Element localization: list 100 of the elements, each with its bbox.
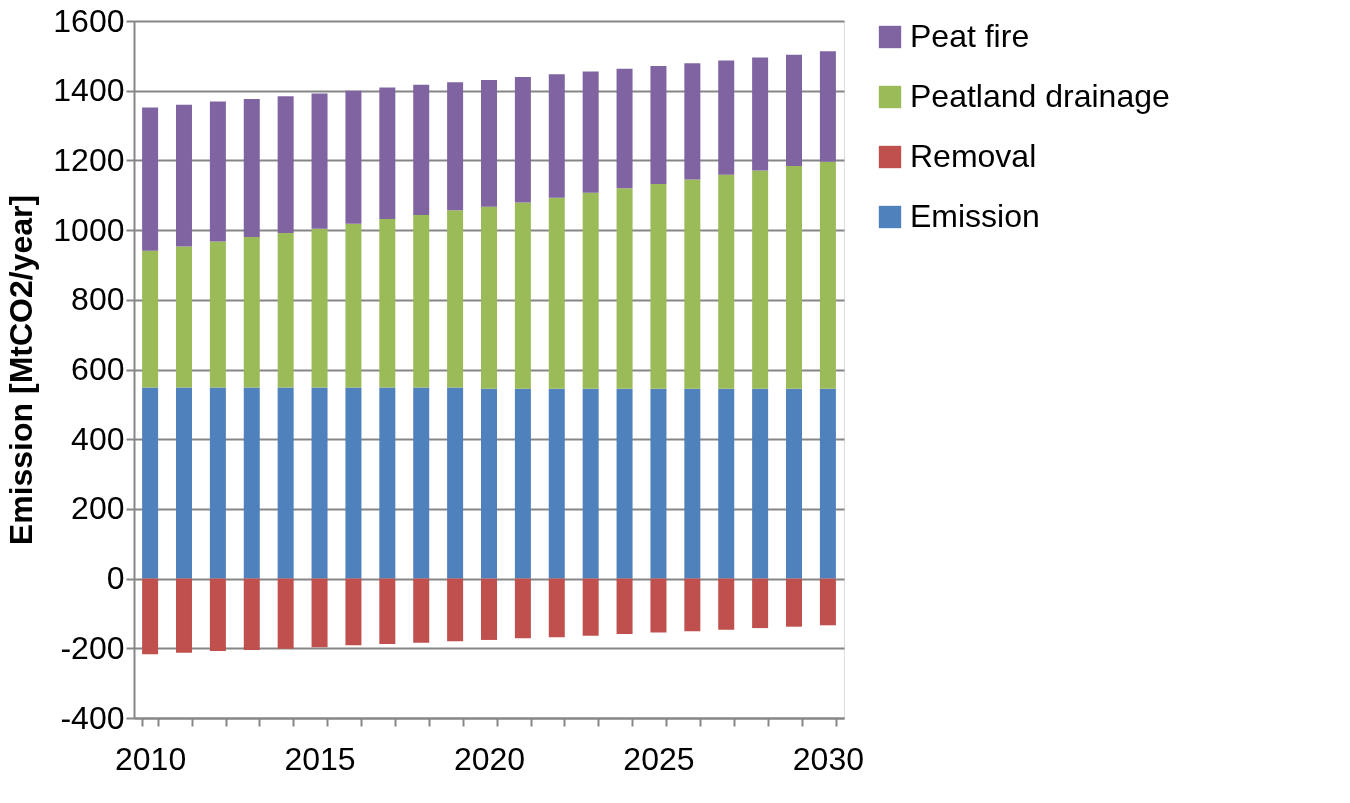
bar (616, 388, 633, 579)
bar (548, 74, 565, 198)
y-tick-label: 1600 (53, 2, 125, 39)
y-tick-label: -400 (60, 699, 125, 736)
bar (142, 387, 159, 579)
bar (819, 161, 836, 389)
bar (514, 202, 531, 389)
bar (718, 578, 735, 630)
bar (277, 578, 294, 649)
bar (650, 578, 667, 633)
bar (311, 228, 328, 388)
bar (447, 578, 464, 642)
legend-label: Peatland drainage (910, 78, 1170, 114)
bar (277, 96, 294, 233)
x-tick-label: 2015 (284, 740, 356, 777)
y-tick-label: 1000 (53, 211, 125, 248)
bar (481, 388, 497, 579)
bar (481, 206, 497, 389)
y-tick-label: 800 (71, 281, 125, 318)
bar (142, 250, 159, 388)
bar (548, 197, 565, 389)
bar (277, 232, 294, 388)
bar (447, 387, 464, 579)
bar (209, 578, 226, 652)
bar (175, 246, 192, 388)
bar (582, 388, 599, 579)
bar (514, 77, 531, 203)
bar (481, 79, 497, 207)
x-tick-label: 2020 (453, 740, 526, 777)
bar (684, 179, 701, 389)
bar (616, 188, 633, 389)
bar (345, 387, 362, 579)
bar (481, 578, 497, 640)
bar (379, 387, 396, 579)
bar (243, 578, 260, 651)
bar (413, 215, 430, 388)
bar (548, 388, 565, 579)
bar (209, 387, 226, 579)
bar (175, 104, 192, 247)
y-tick-label: 600 (71, 351, 125, 387)
y-tick-label: 400 (71, 420, 125, 457)
x-tick-label: 2025 (623, 740, 695, 777)
bar (786, 388, 803, 579)
bar (345, 90, 362, 224)
y-tick-label: 1400 (53, 72, 125, 109)
bar (752, 57, 769, 171)
bar (514, 388, 531, 579)
bar (819, 51, 836, 162)
bar (650, 388, 667, 579)
bar (379, 218, 396, 388)
y-tick-label: 200 (71, 490, 125, 527)
bar (616, 68, 633, 189)
bar (684, 63, 701, 180)
y-axis-title: Emission [MtCO2/year] (3, 194, 40, 546)
bar (616, 578, 633, 635)
bar (311, 578, 328, 648)
bar (650, 65, 667, 185)
bar (718, 388, 735, 579)
bar (413, 578, 430, 643)
bar (311, 93, 328, 229)
bar (684, 388, 701, 579)
legend-label: Removal (910, 138, 1037, 174)
bar (379, 578, 396, 645)
bar (582, 71, 599, 193)
bar (209, 101, 226, 242)
bar (175, 578, 192, 653)
bar (718, 174, 735, 389)
bar (243, 387, 260, 579)
bar (752, 170, 769, 389)
bar (243, 99, 260, 238)
bar (582, 192, 599, 389)
bar (413, 387, 430, 579)
x-tick-label: 2030 (792, 740, 864, 777)
legend-label: Peat fire (910, 18, 1030, 54)
bar (345, 223, 362, 388)
bar (243, 237, 260, 388)
bar (786, 578, 803, 627)
bar (548, 578, 565, 638)
y-tick-label: 0 (106, 560, 125, 597)
bar (650, 184, 667, 389)
legend-label: Emission (910, 198, 1040, 234)
bar (447, 82, 464, 211)
bar (175, 387, 192, 579)
bar (582, 578, 599, 636)
bar (819, 388, 836, 579)
y-tick-label: -200 (60, 629, 125, 666)
bar (142, 578, 159, 655)
bar (277, 387, 294, 579)
bar (413, 84, 430, 216)
x-tick-label: 2010 (115, 740, 187, 777)
bar (752, 578, 769, 629)
y-tick-label: 1200 (53, 141, 125, 178)
bar (718, 60, 735, 175)
bar (684, 578, 701, 632)
bar (379, 87, 396, 219)
bar (819, 578, 836, 626)
bar (142, 107, 159, 251)
bar (786, 54, 803, 166)
bar (514, 578, 531, 639)
bar (209, 241, 226, 388)
